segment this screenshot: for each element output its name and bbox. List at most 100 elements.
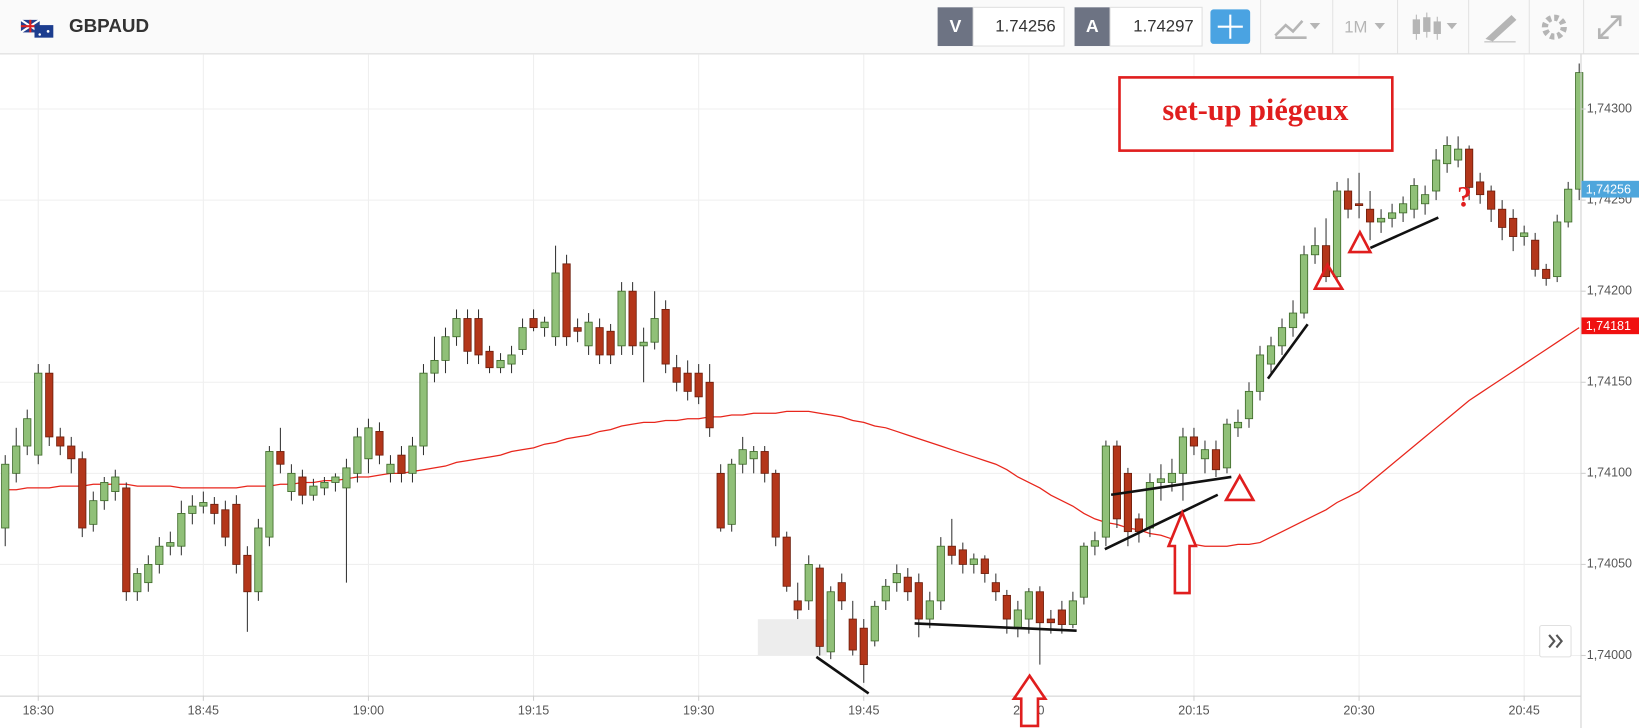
candle-body [1443,145,1452,165]
candle-body [221,509,230,538]
price-tag [1581,180,1639,198]
timeframe[interactable]: 1M [1344,18,1367,37]
candle-body [1167,472,1177,483]
settings-icon[interactable] [1541,14,1567,40]
candle-body [705,381,714,429]
bid-badge [937,7,974,47]
candle-body [254,527,263,593]
candle-body [1498,208,1507,228]
candle-body [1310,245,1320,256]
candle-body [309,485,318,496]
candle-body [232,503,241,565]
x-tick-label: 20:45 [1508,704,1539,718]
price-tag-label: 1,74181 [1586,319,1631,333]
candle-body [1244,390,1254,420]
candle-body [1,463,10,529]
candle-body [1079,545,1088,598]
candle-body [1454,148,1463,161]
candle-body [573,327,582,332]
candle-body [1421,194,1430,205]
candle-body [100,482,109,502]
trend-lines [815,216,1439,695]
candle-body [1233,421,1243,429]
candle-body [485,350,494,369]
candle-body [1388,212,1397,219]
candle-body [397,454,406,474]
candle-body [1365,208,1375,223]
candle-body [452,318,461,338]
candle-body [958,549,967,565]
candle-body [133,573,142,593]
candle-body [1332,190,1342,278]
y-tick-label: 1,74200 [1587,284,1632,298]
candle-body [1002,594,1011,620]
candle-body [1255,354,1265,392]
annotations: set-up piégeux ? [815,76,1472,728]
crosshair-icon [1217,14,1243,39]
candle-body [45,372,54,438]
candle-body [144,564,153,584]
candle-body [386,463,395,474]
fullscreen-icon[interactable] [1597,15,1622,39]
flag-icon [20,19,54,38]
candle-body [1123,472,1132,533]
annotation-box [1118,76,1394,152]
candle-body [1277,327,1287,347]
candle-body [122,487,131,593]
candle-body [540,321,549,329]
y-tick-label: 1,74100 [1587,466,1632,480]
candle-body [892,573,901,584]
y-tick-label: 1,74150 [1587,375,1632,389]
candle-body [617,290,626,347]
candle-body [1211,449,1221,471]
candle-body [287,472,296,492]
candle-body [870,605,879,642]
annotation-question: ? [1457,181,1472,213]
candle-body [694,372,703,398]
candle-body [1476,181,1485,196]
candle-body [716,472,725,529]
ask-box[interactable] [1109,6,1203,47]
draw-icon[interactable] [1484,14,1517,43]
up-arrows [1011,509,1198,728]
x-tick-label: 18:30 [23,704,54,718]
candle-body [738,449,747,465]
candle-body [463,318,472,352]
candle-body [771,472,780,538]
candle-body [925,600,934,620]
candle-body [1410,185,1419,210]
candle-body [1090,540,1099,547]
candle-body [353,436,362,474]
candle-body [584,321,593,347]
candle-body [1542,268,1551,279]
candle-body [804,564,813,602]
candle-body [881,585,890,602]
y-tick-label: 1,74000 [1587,648,1632,662]
candle-body [1432,159,1441,192]
candle-body [188,505,197,514]
candle-body [177,513,186,547]
candle-body [947,545,956,556]
candle-body [474,318,483,356]
bid-box[interactable] [972,6,1065,47]
candle-body [1321,245,1331,278]
candles-icon[interactable] [1412,12,1441,40]
candle-body [1134,518,1144,533]
candle-body [1377,217,1386,223]
dropdown-arrow [1374,23,1385,30]
axes: 1,74000 1,74050 1,74100 1,74150 1,74200 1,742… [23,101,1639,718]
chart-type-icon[interactable] [1274,20,1307,39]
candle-body [496,359,505,369]
candle-body [1200,449,1210,460]
candle-body [683,372,692,392]
price-tag-label: 1,74256 [1586,183,1631,197]
candle-body [650,318,659,343]
candle-body [166,542,175,547]
candle-body [980,558,989,574]
candle-body [826,591,835,653]
candle-body [969,558,978,565]
symbol: GBPAUD [69,15,149,36]
x-tick-label: 19:45 [848,704,879,718]
triangles [1223,229,1373,502]
candle-body [243,554,252,593]
